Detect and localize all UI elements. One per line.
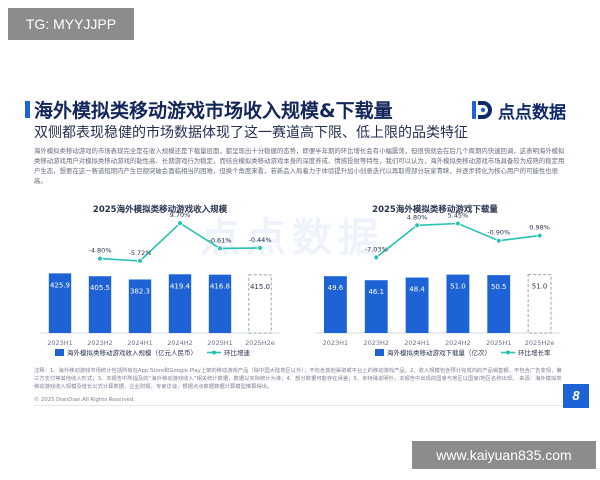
page-subtitle: 双侧都表现稳健的市场数据体现了这一赛道高下限、低上限的品类特征: [34, 125, 468, 141]
downloads-bar: [527, 274, 552, 334]
description-paragraph: 海外模拟类移动游戏的市场表现完全是在收入规模还是下载量层面，都呈现出十分稳健的态…: [34, 147, 565, 185]
revenue-chart-title: 2025海外模拟类移动游戏收入规模: [92, 205, 228, 215]
revenue-growth-label: -5.72%: [129, 249, 152, 257]
downloads-growth-point: [373, 254, 380, 261]
page-number: 8: [563, 384, 589, 408]
revenue-growth-line: [99, 222, 261, 262]
revenue-growth-point: [217, 245, 223, 252]
downloads-bar: [405, 277, 429, 333]
downloads-chart-title: 2025海外模拟类移动游戏下载量: [372, 205, 498, 215]
downloads-category-label: 2024H1: [404, 339, 430, 347]
downloads-legend-line-marker: [506, 350, 510, 355]
revenue-bar: [168, 274, 192, 333]
revenue-legend-bar-label: 海外模拟类移动游戏收入规模（亿元人民币）: [67, 348, 197, 357]
revenue-bar: [88, 276, 112, 333]
revenue-bar-value-label: 382.3: [130, 287, 150, 295]
downloads-bar-value-label: 51.0: [532, 283, 548, 291]
revenue-legend-line-marker: [212, 350, 216, 355]
downloads-growth-point: [455, 220, 461, 227]
revenue-bar: [208, 274, 232, 333]
revenue-growth-point: [137, 258, 143, 264]
downloads-growth-label: -0.90%: [487, 229, 510, 237]
footer-divider: [34, 405, 566, 406]
downloads-bar: [446, 274, 470, 333]
revenue-growth-point: [97, 255, 103, 262]
downloads-growth-label: -7.03%: [365, 245, 388, 253]
downloads-category-label: 2025H2e: [525, 339, 555, 347]
downloads-category-label: 2023H1: [323, 339, 349, 347]
downloads-growth-label: 0.98%: [529, 224, 550, 232]
title-accent-bar: [25, 101, 30, 118]
revenue-bar-value-label: 405.5: [90, 284, 110, 292]
page-title: 海外模拟类移动游戏市场收入规模&下载量: [34, 100, 393, 122]
revenue-growth-point: [177, 220, 183, 226]
downloads-bar: [364, 280, 388, 333]
downloads-growth-point: [536, 232, 543, 239]
downloads-bar: [487, 275, 511, 333]
downloads-legend-line-label: 环比增长率: [518, 348, 551, 357]
downloads-bar-value-label: 46.1: [368, 288, 384, 296]
revenue-legend-bar-swatch: [55, 349, 64, 356]
revenue-bar-value-label: 419.4: [170, 282, 191, 290]
revenue-category-label: 2024H1: [127, 339, 153, 347]
revenue-category-label: 2023H1: [47, 339, 73, 347]
copyright: © 2025 DianDian.All Rights Reserved.: [34, 397, 136, 403]
downloads-legend-bar-swatch: [375, 349, 384, 356]
downloads-category-label: 2023H2: [363, 339, 389, 347]
revenue-growth-label: -0.44%: [249, 236, 272, 244]
downloads-legend-bar-label: 海外模拟类移动游戏下载量（亿次）: [387, 348, 491, 357]
downloads-bar-value-label: 49.6: [328, 284, 344, 292]
revenue-category-label: 2025H1: [207, 339, 233, 347]
tg-badge: TG: MYYJJPP: [8, 8, 134, 40]
revenue-category-label: 2024H2: [167, 339, 193, 347]
footnotes: 注释：1、海外移动游戏市场统计包括所有在App Store和Google Pla…: [34, 368, 562, 390]
brand-name: 点点数据: [498, 102, 566, 123]
revenue-legend-line-label: 环比增速: [224, 348, 251, 357]
downloads-category-label: 2025H1: [486, 339, 512, 347]
revenue-bar-value-label: 415.0: [250, 283, 270, 291]
brand: 点点数据: [470, 96, 566, 124]
revenue-growth-label: -0.61%: [209, 236, 232, 244]
downloads-growth-line: [375, 222, 540, 259]
revenue-bar: [48, 273, 72, 333]
downloads-growth-point: [414, 222, 420, 229]
downloads-bar-value-label: 48.4: [409, 286, 425, 294]
downloads-bar-value-label: 51.0: [450, 283, 466, 291]
revenue-growth-point: [257, 245, 263, 251]
downloads-growth-label: 5.45%: [448, 211, 469, 219]
revenue-category-label: 2025H2e: [245, 339, 275, 347]
downloads-growth-label: 4.80%: [407, 213, 428, 221]
downloads-bar: [323, 276, 347, 333]
revenue-bar-value-label: 425.9: [50, 281, 70, 289]
site-badge: www.kaiyuan835.com: [412, 441, 596, 469]
revenue-bar: [128, 279, 152, 333]
downloads-growth-point: [495, 237, 502, 244]
watermark: 点点数据: [200, 215, 384, 261]
downloads-category-label: 2024H2: [445, 339, 471, 347]
diandian-logo-icon: [472, 101, 492, 119]
revenue-growth-label: 9.70%: [170, 211, 191, 219]
revenue-bar-value-label: 416.8: [210, 283, 230, 291]
revenue-category-label: 2023H2: [87, 339, 113, 347]
revenue-growth-label: -4.80%: [89, 247, 112, 255]
downloads-bar-value-label: 50.5: [491, 283, 507, 291]
revenue-bar: [248, 274, 272, 334]
